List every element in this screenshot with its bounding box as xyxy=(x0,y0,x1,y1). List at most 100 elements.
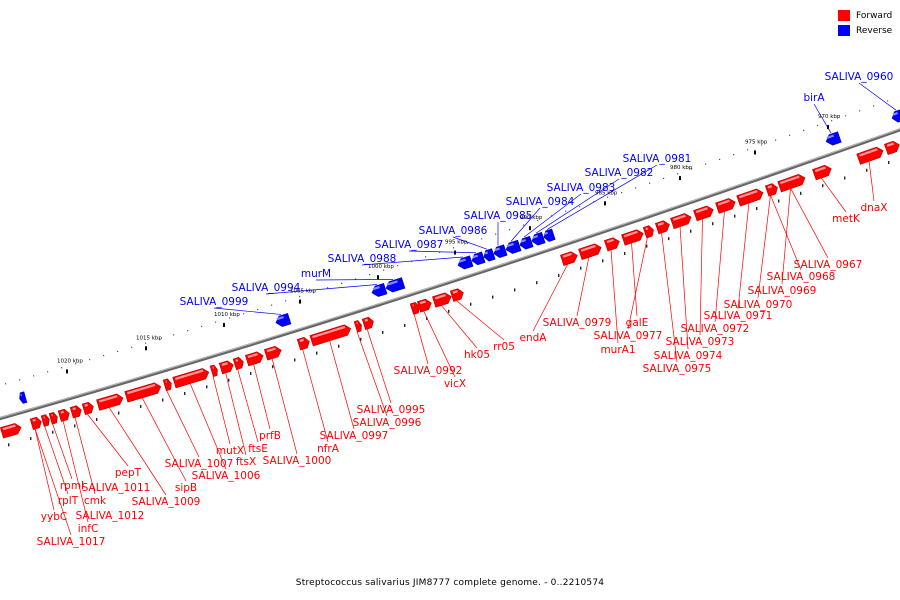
forward-leader-line xyxy=(699,218,703,336)
kbp-label: 995 kbp xyxy=(445,240,468,246)
forward-gene-label: ftsE xyxy=(248,443,268,455)
forward-gene-label: SALIVA_1009 xyxy=(132,496,201,508)
forward-leader-line xyxy=(237,368,259,443)
reverse-gene-label: SALIVA_0994 xyxy=(232,282,301,294)
lower-tick xyxy=(712,222,714,226)
lower-tick xyxy=(536,281,538,285)
reverse-leader-line xyxy=(510,207,541,242)
forward-gene-label: mutX xyxy=(216,445,244,457)
forward-gene-label: SALIVA_0971 xyxy=(704,310,773,322)
forward-gene-label: murA1 xyxy=(600,344,635,356)
forward-gene-label: endA xyxy=(520,332,548,344)
forward-leader-line xyxy=(189,383,227,470)
forward-gene-label: prfB xyxy=(259,430,281,442)
forward-leader-line xyxy=(253,363,271,430)
scale-dot xyxy=(299,295,301,298)
scale-dot xyxy=(887,100,889,102)
gene-r0 xyxy=(19,391,28,404)
scale-dot xyxy=(201,325,203,328)
forward-leader-line xyxy=(271,358,298,455)
legend-reverse-label: Reverse xyxy=(856,25,893,36)
scale-dot xyxy=(341,282,343,285)
gene-galE xyxy=(621,229,644,246)
kbp-label: 1000 kbp xyxy=(368,264,394,270)
gene-SALIVA_0969 xyxy=(777,174,806,193)
forward-gene-label: rpmI xyxy=(60,480,84,492)
forward-gene-label: yybC xyxy=(41,511,67,523)
forward-gene-label: SALIVA_0972 xyxy=(681,323,750,335)
scale-dot xyxy=(789,134,791,136)
scale-dot xyxy=(355,278,357,280)
lower-tick xyxy=(470,302,472,306)
lower-tick xyxy=(140,405,142,409)
forward-leader-line xyxy=(790,188,829,259)
scale-dot xyxy=(187,330,189,332)
forward-leader-line xyxy=(714,210,725,323)
gene-rr05 xyxy=(449,288,464,302)
legend-reverse: Reverse xyxy=(838,23,892,38)
scale-dot xyxy=(761,144,763,146)
forward-gene-label: sipB xyxy=(175,482,197,494)
scale-dot xyxy=(649,182,651,184)
forward-gene-label: hk05 xyxy=(464,349,490,361)
forward-leader-line xyxy=(329,340,355,430)
forward-leader-line xyxy=(610,249,619,344)
scale-dot xyxy=(719,158,721,161)
scale-dot xyxy=(691,168,693,170)
lower-tick xyxy=(206,385,208,389)
scale-dot xyxy=(397,265,399,267)
forward-leader-line xyxy=(820,177,847,213)
forward-gene-label: rr05 xyxy=(493,341,515,353)
lower-tick xyxy=(756,207,758,211)
kbp-label: 1015 kbp xyxy=(136,335,162,341)
reverse-gene-label: birA xyxy=(803,92,825,104)
lower-tick xyxy=(250,371,252,375)
reverse-leader-line xyxy=(408,250,477,254)
kbp-label: 970 kbp xyxy=(818,114,841,120)
forward-gene-label: SALIVA_0968 xyxy=(767,271,836,283)
gene-dnaX xyxy=(856,146,884,165)
lower-tick xyxy=(624,251,626,255)
gene-SALIVA_0977 xyxy=(642,225,654,239)
lower-tick xyxy=(888,161,890,165)
gene-infC xyxy=(57,408,70,422)
kbp-tick xyxy=(66,369,68,374)
reverse-gene-label: SALIVA_0988 xyxy=(328,253,397,265)
gene-SALIVA_1000 xyxy=(263,346,282,361)
forward-gene-label: SALIVA_0973 xyxy=(666,336,735,348)
forward-gene-label: SALIVA_1007 xyxy=(165,458,234,470)
scale-dot xyxy=(215,321,217,323)
scale-dot xyxy=(817,124,819,127)
reverse-gene-label: SALIVA_0987 xyxy=(375,239,444,251)
forward-gene-label: SALIVA_0967 xyxy=(794,259,863,271)
gene-sipB xyxy=(124,382,162,403)
forward-gene-label: rplT xyxy=(58,495,79,507)
scale-dot xyxy=(103,354,105,357)
forward-leader-line xyxy=(757,195,771,299)
scale-dot xyxy=(131,346,133,348)
lower-tick xyxy=(734,214,736,218)
scale-dot xyxy=(481,238,483,240)
scale-dot xyxy=(117,350,119,353)
scale-dot xyxy=(313,291,315,293)
gene-SALIVA_0986 xyxy=(483,248,496,262)
forward-gene-label: galE xyxy=(626,317,649,329)
scale-dot xyxy=(775,139,777,141)
forward-leader-line xyxy=(74,417,96,495)
forward-leader-line xyxy=(44,425,69,495)
scale-dot xyxy=(509,229,511,231)
scale-dot xyxy=(523,224,525,226)
forward-leader-line xyxy=(212,376,231,445)
legend-forward-label: Forward xyxy=(856,10,893,21)
forward-gene-label: infC xyxy=(78,523,99,535)
leaders-layer xyxy=(34,82,897,536)
forward-gene-label: SALIVA_0975 xyxy=(643,363,712,375)
forward-gene-label: SALIVA_1000 xyxy=(263,455,332,467)
lower-tick xyxy=(228,378,230,382)
lower-tick xyxy=(580,266,582,270)
gene-mutX xyxy=(209,364,218,377)
scale-dot xyxy=(159,338,161,340)
forward-gene-label: SALIVA_0969 xyxy=(748,285,817,297)
gene-ftsX xyxy=(218,360,234,375)
kbp-tick xyxy=(299,299,301,304)
